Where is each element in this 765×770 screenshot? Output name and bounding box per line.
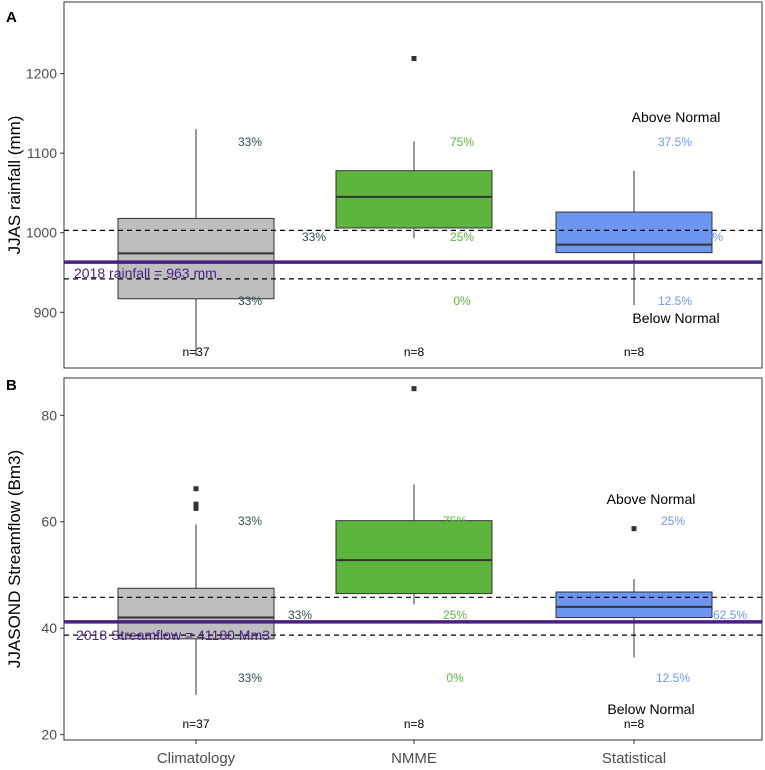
box-statistical: [555, 591, 713, 619]
y-tick-label: 1200: [26, 66, 57, 82]
pct-below: 12.5%: [658, 294, 692, 308]
panel-letter: B: [6, 377, 17, 394]
pct-below: 33%: [238, 294, 262, 308]
pct-normal: 33%: [302, 230, 326, 244]
pct-below: 12.5%: [656, 671, 690, 685]
pct-below: 0%: [446, 671, 464, 685]
n-label: n=8: [624, 345, 645, 359]
y-tick-label: 40: [41, 620, 57, 636]
pct-normal: 25%: [443, 608, 467, 622]
box-nmme: [335, 520, 493, 595]
y-tick-label: 1000: [26, 225, 57, 241]
y-tick-label: 1100: [27, 145, 57, 161]
y-axis-label: JJASOND Streamflow (Bm3): [5, 450, 24, 668]
below-normal-label: Below Normal: [632, 310, 719, 326]
panel-a: A 900 1000 1100 1200 JJAS rainfall (mm) 2018 r…: [5, 1, 763, 369]
pct-normal: 25%: [450, 230, 474, 244]
n-label: n=37: [182, 345, 209, 359]
n-label: n=8: [404, 345, 425, 359]
pct-above: 37.5%: [658, 135, 692, 149]
y-axis-label: JJAS rainfall (mm): [5, 116, 24, 255]
outlier-point: [411, 55, 417, 61]
outlier-point: [631, 526, 637, 532]
x-tick-label-nmme: NMME: [391, 750, 437, 767]
pct-above: 75%: [443, 514, 467, 528]
y-tick-label: 80: [41, 407, 57, 423]
y-tick-label: 900: [34, 304, 58, 320]
below-normal-label: Below Normal: [607, 701, 694, 717]
box-climatology: [117, 217, 275, 300]
pct-normal: 33%: [288, 608, 312, 622]
panel-border: [63, 377, 763, 741]
x-axis: Climatology NMME Statistical: [157, 740, 666, 767]
box-climatology: [117, 587, 275, 640]
box-statistical: [555, 211, 713, 254]
outlier-point: [411, 386, 417, 392]
panel-b: B 20 40 60 80 JJASOND Streamflow (Bm3) 2018 St…: [5, 377, 763, 743]
reference-label: 2018 Streamflow = 41180 Mm3: [76, 627, 270, 643]
outlier-point: [193, 486, 199, 492]
n-label: n=37: [182, 717, 209, 731]
panel-letter: A: [6, 9, 17, 26]
above-normal-label: Above Normal: [607, 491, 696, 507]
above-normal-label: Above Normal: [632, 109, 721, 125]
outlier-point: [193, 505, 199, 511]
box-nmme: [335, 170, 493, 229]
y-tick-label: 60: [41, 514, 57, 530]
pct-above: 25%: [661, 514, 685, 528]
reference-label: 2018 rainfall = 963 mm: [74, 265, 217, 281]
pct-above: 33%: [238, 135, 262, 149]
panel-border: [63, 1, 763, 369]
n-label: n=8: [624, 717, 645, 731]
outlier-point: [193, 501, 199, 507]
pct-above: 33%: [238, 514, 262, 528]
n-label: n=8: [404, 717, 425, 731]
pct-normal: 50%: [699, 230, 723, 244]
y-tick-label: 20: [41, 727, 57, 743]
pct-normal: 62.5%: [713, 608, 747, 622]
pct-below: 0%: [453, 294, 471, 308]
pct-below: 33%: [238, 671, 262, 685]
pct-above: 75%: [450, 135, 474, 149]
x-tick-label-climatology: Climatology: [157, 750, 236, 767]
x-tick-label-statistical: Statistical: [602, 750, 666, 767]
